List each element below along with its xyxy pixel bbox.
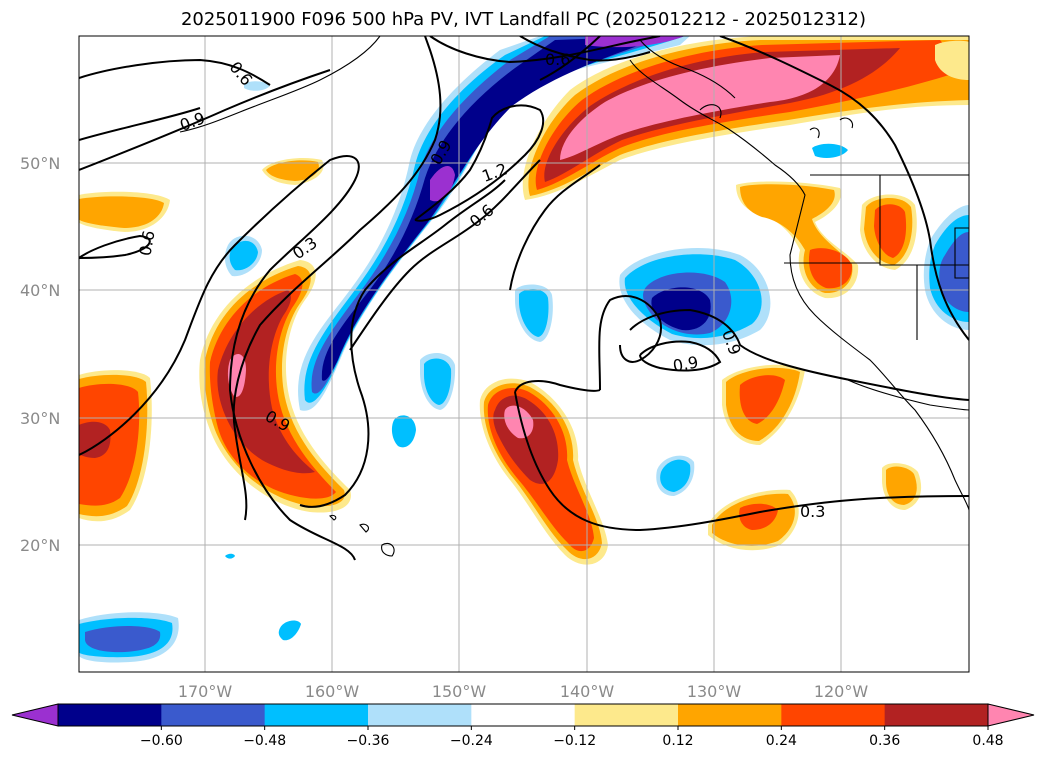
- contour-label: 0.9: [671, 352, 699, 375]
- map-title: 2025011900 F096 500 hPa PV, IVT Landfall…: [180, 9, 867, 30]
- coastlines: [179, 36, 969, 557]
- colorbar-segment: [471, 704, 576, 726]
- colorbar-tick-label: −0.60: [140, 733, 183, 749]
- colorbar-tick-label: 0.36: [869, 733, 900, 749]
- lon-label: 140°W: [560, 682, 615, 701]
- plot-frame: [78, 35, 970, 673]
- latitude-labels: 50°N 40°N 30°N 20°N: [20, 154, 60, 555]
- colorbar-tick-label: −0.48: [243, 733, 286, 749]
- lat-label: 40°N: [20, 281, 60, 300]
- lon-label: 150°W: [432, 682, 487, 701]
- lon-label: 120°W: [814, 682, 869, 701]
- colorbar-segment: [264, 704, 369, 726]
- colorbar-extend-high: [987, 703, 1035, 727]
- colorbar-frame: [57, 703, 989, 727]
- colorbar-segment: [781, 704, 886, 726]
- lon-label: 130°W: [687, 682, 742, 701]
- colorbar-tick-label: 0.24: [766, 733, 797, 749]
- contour-label: 0.3: [800, 502, 825, 521]
- colorbar-segment: [368, 704, 472, 726]
- colorbar-segment: [58, 704, 162, 726]
- lon-label: 160°W: [305, 682, 360, 701]
- contour-lines: [79, 36, 969, 561]
- lat-label: 30°N: [20, 409, 60, 428]
- colorbar: −0.60 −0.48 −0.36 −0.24 −0.12 0.12 0.24 0.36 0.4…: [11, 703, 1035, 749]
- graticule: [79, 36, 969, 672]
- colorbar-tick-label: 0.12: [662, 733, 693, 749]
- contour-label: 0.6: [545, 50, 570, 69]
- lon-label: 170°W: [178, 682, 233, 701]
- contour-label: 0.6: [136, 229, 159, 257]
- colorbar-segment: [161, 704, 266, 726]
- longitude-labels: 170°W 160°W 150°W 140°W 130°W 120°W: [178, 682, 869, 701]
- colorbar-tick-label: −0.24: [450, 733, 493, 749]
- colorbar-segment: [574, 704, 679, 726]
- lat-label: 50°N: [20, 154, 60, 173]
- lat-label: 20°N: [20, 536, 60, 555]
- colorbar-tick-label: −0.12: [553, 733, 596, 749]
- negative-anomaly-regions: [79, 36, 969, 663]
- colorbar-segment: [884, 704, 989, 726]
- colorbar-segment: [678, 704, 782, 726]
- colorbar-extend-low: [11, 703, 59, 727]
- colorbar-tick-label: 0.48: [972, 733, 1003, 749]
- colorbar-tick-label: −0.36: [347, 733, 390, 749]
